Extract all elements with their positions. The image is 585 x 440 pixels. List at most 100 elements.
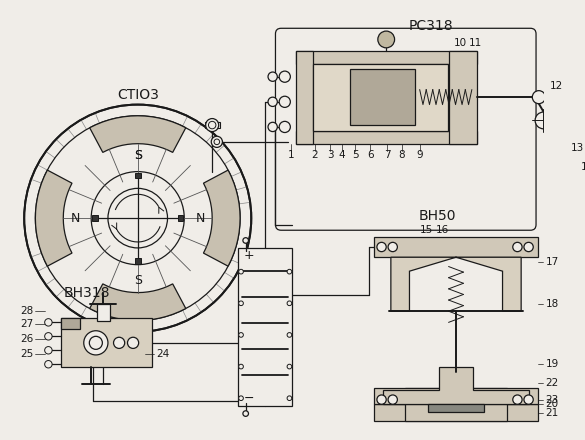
Text: 22: 22 [545,378,559,388]
Circle shape [211,136,222,147]
Circle shape [287,301,292,306]
Bar [61,318,152,367]
Polygon shape [90,284,186,320]
Circle shape [287,364,292,369]
Circle shape [239,396,243,400]
Text: 17: 17 [545,257,559,267]
Bar [296,131,477,144]
Circle shape [44,347,52,354]
Polygon shape [204,170,240,266]
Bar [296,51,313,144]
Text: S: S [134,274,142,287]
Bar [238,248,292,406]
Circle shape [388,395,397,404]
Circle shape [243,411,249,416]
Text: 21: 21 [545,407,559,418]
Circle shape [388,242,397,252]
Bar [296,51,477,64]
Circle shape [90,336,102,349]
Circle shape [239,333,243,337]
Circle shape [108,188,167,248]
Text: CTΙO3: CTΙO3 [117,88,159,102]
Circle shape [513,242,522,252]
Polygon shape [391,257,521,311]
Circle shape [239,269,243,274]
Bar [205,122,219,128]
Text: 24: 24 [156,349,170,359]
Circle shape [84,331,108,355]
Text: 12: 12 [550,81,563,91]
Text: 26: 26 [20,334,33,344]
Circle shape [239,301,243,306]
Circle shape [377,242,386,252]
Circle shape [268,122,277,132]
Circle shape [287,269,292,274]
Text: N: N [71,212,80,225]
Circle shape [524,395,534,404]
Text: +: + [244,249,254,262]
Text: 25: 25 [20,349,33,359]
Circle shape [268,97,277,106]
Text: 19: 19 [545,359,559,369]
Circle shape [208,121,216,129]
Circle shape [524,242,534,252]
Text: 1: 1 [288,150,295,160]
Text: 5: 5 [352,150,359,160]
Polygon shape [90,116,186,152]
Polygon shape [383,367,529,404]
Text: 18: 18 [545,299,559,309]
Circle shape [206,118,219,132]
Circle shape [535,112,552,129]
Circle shape [44,360,52,368]
Text: 15: 15 [419,225,433,235]
Text: 23: 23 [545,395,559,405]
Text: PC318: PC318 [408,19,453,33]
Bar [374,388,538,404]
Circle shape [377,395,386,404]
Text: 11: 11 [469,38,482,48]
Text: 6: 6 [367,150,374,160]
Bar [178,215,183,221]
Bar [61,318,80,329]
Text: −: − [244,392,254,405]
Bar [428,404,484,412]
Bar [97,304,110,320]
Circle shape [268,72,277,81]
Circle shape [239,364,243,369]
Bar [135,172,140,178]
Circle shape [378,31,395,48]
Circle shape [532,91,545,104]
Bar [313,64,448,131]
Circle shape [287,396,292,400]
Text: S: S [134,149,142,162]
Text: 10: 10 [454,38,467,48]
Circle shape [287,333,292,337]
Circle shape [44,333,52,340]
Text: 2: 2 [311,150,318,160]
Text: N: N [195,212,205,225]
Circle shape [44,319,52,326]
Circle shape [128,337,139,348]
Text: 9: 9 [417,150,423,160]
Bar [92,215,98,221]
Text: 3: 3 [327,150,333,160]
Bar [374,404,538,421]
Circle shape [279,71,290,82]
Circle shape [214,139,219,145]
Circle shape [243,238,249,243]
Bar [405,388,507,421]
Text: 28: 28 [20,306,33,316]
Bar [350,69,415,125]
Text: 8: 8 [399,150,405,160]
Circle shape [513,395,522,404]
Bar [135,258,140,264]
Text: 14: 14 [580,162,585,172]
Circle shape [279,96,290,107]
Text: 7: 7 [384,150,390,160]
Text: 27: 27 [20,319,33,329]
Bar [374,237,538,257]
Circle shape [113,337,125,348]
Text: 20: 20 [545,399,559,409]
Text: 16: 16 [435,225,449,235]
Text: 4: 4 [338,150,345,160]
